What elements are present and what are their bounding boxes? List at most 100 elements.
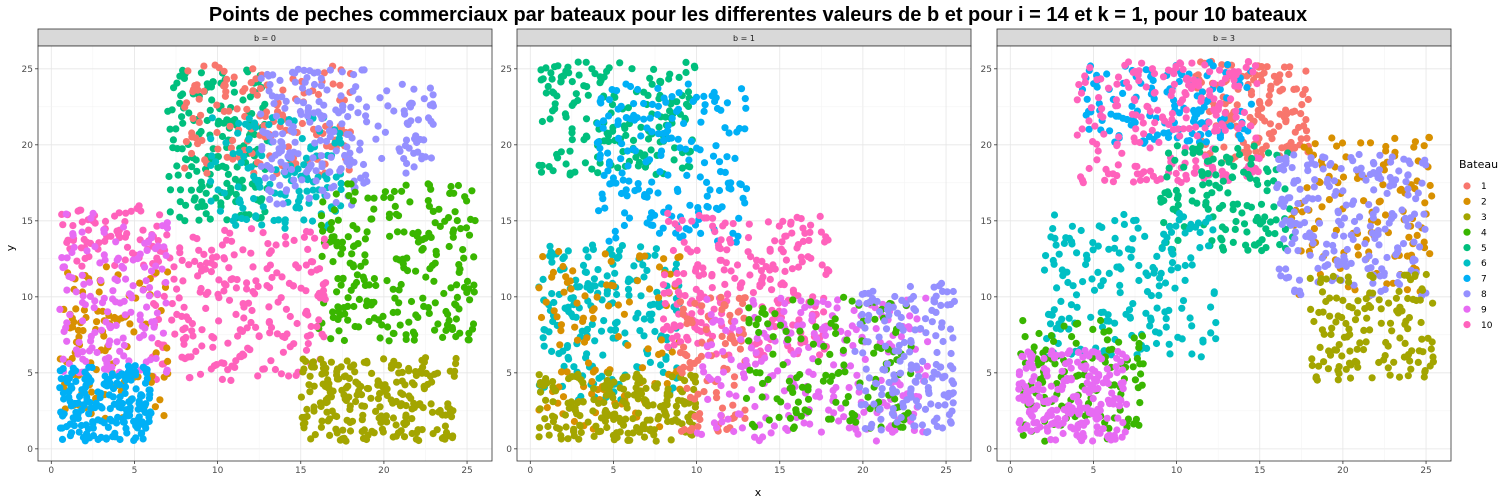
point-bateau-4 [470, 288, 478, 296]
point-bateau-8 [1310, 183, 1318, 191]
point-bateau-3 [317, 355, 325, 363]
point-bateau-4 [357, 262, 365, 270]
point-bateau-6 [212, 158, 220, 166]
point-bateau-5 [1255, 239, 1263, 247]
point-bateau-10 [227, 276, 235, 284]
point-bateau-10 [266, 261, 274, 269]
point-bateau-8 [414, 148, 422, 156]
point-bateau-10 [731, 274, 739, 282]
point-bateau-3 [400, 433, 409, 441]
point-bateau-10 [1093, 156, 1101, 164]
point-bateau-10 [272, 241, 280, 249]
point-bateau-6 [607, 245, 615, 253]
point-bateau-6 [1156, 274, 1164, 282]
point-bateau-5 [666, 107, 674, 115]
point-bateau-8 [1339, 187, 1347, 195]
point-bateau-3 [600, 382, 608, 390]
point-bateau-8 [337, 92, 345, 100]
point-bateau-1 [680, 363, 688, 371]
point-bateau-8 [332, 147, 340, 155]
point-bateau-4 [384, 323, 392, 331]
point-bateau-6 [1153, 252, 1161, 260]
point-bateau-10 [84, 226, 93, 234]
point-bateau-6 [1099, 277, 1107, 285]
point-bateau-10 [1168, 115, 1176, 124]
point-bateau-8 [320, 101, 328, 109]
point-bateau-9 [104, 308, 112, 316]
point-bateau-10 [208, 333, 216, 341]
point-bateau-10 [1195, 82, 1203, 90]
point-bateau-10 [1188, 59, 1196, 67]
point-bateau-10 [266, 329, 274, 337]
point-bateau-7 [634, 180, 642, 188]
point-bateau-2 [636, 252, 644, 260]
point-bateau-7 [657, 151, 665, 159]
point-bateau-3 [1338, 352, 1346, 360]
point-bateau-5 [1263, 187, 1271, 195]
point-bateau-6 [1152, 339, 1161, 348]
point-bateau-2 [581, 292, 589, 300]
point-bateau-6 [214, 186, 222, 194]
point-bateau-10 [687, 248, 695, 256]
point-bateau-5 [1247, 160, 1255, 168]
point-bateau-10 [699, 270, 708, 278]
point-bateau-10 [304, 340, 312, 348]
point-bateau-5 [564, 63, 572, 71]
point-bateau-3 [339, 426, 347, 434]
point-bateau-10 [115, 209, 123, 217]
point-bateau-1 [686, 364, 694, 372]
point-bateau-10 [153, 222, 161, 230]
point-bateau-5 [1281, 185, 1289, 193]
point-bateau-7 [742, 185, 751, 193]
point-bateau-9 [111, 275, 119, 283]
point-bateau-3 [308, 362, 316, 371]
point-bateau-5 [1160, 197, 1168, 205]
point-bateau-9 [714, 375, 722, 383]
point-bateau-10 [766, 247, 774, 255]
point-bateau-9 [85, 278, 94, 286]
point-bateau-8 [932, 332, 940, 340]
point-bateau-3 [557, 432, 565, 440]
point-bateau-10 [181, 355, 189, 363]
point-bateau-8 [897, 313, 905, 322]
point-bateau-7 [611, 227, 619, 235]
y-tick-label: 10 [22, 293, 34, 303]
point-bateau-6 [1115, 263, 1123, 271]
point-bateau-4 [387, 194, 395, 202]
point-bateau-8 [310, 80, 319, 89]
point-bateau-5 [1198, 168, 1206, 176]
point-bateau-10 [286, 312, 294, 321]
point-bateau-3 [311, 431, 319, 439]
point-bateau-3 [306, 372, 314, 380]
point-bateau-3 [1327, 330, 1335, 339]
point-bateau-2 [614, 301, 623, 309]
point-bateau-7 [1202, 138, 1210, 146]
point-bateau-5 [169, 136, 177, 144]
point-bateau-2 [79, 327, 87, 335]
point-bateau-8 [310, 69, 318, 77]
point-bateau-7 [703, 178, 711, 186]
point-bateau-3 [327, 393, 335, 401]
point-bateau-8 [259, 127, 267, 135]
point-bateau-8 [1395, 167, 1403, 175]
point-bateau-5 [209, 78, 217, 86]
point-bateau-4 [469, 320, 478, 328]
point-bateau-8 [1334, 261, 1342, 269]
point-bateau-8 [1402, 178, 1410, 186]
point-bateau-10 [1212, 111, 1220, 119]
point-bateau-8 [258, 146, 266, 154]
point-bateau-2 [584, 359, 593, 367]
point-bateau-10 [1216, 66, 1224, 74]
point-bateau-1 [1285, 70, 1293, 78]
point-bateau-9 [69, 231, 77, 239]
point-bateau-9 [163, 224, 171, 232]
point-bateau-10 [239, 350, 247, 358]
point-bateau-1 [213, 101, 221, 109]
point-bateau-10 [83, 238, 91, 246]
point-bateau-8 [877, 426, 885, 434]
point-bateau-4 [456, 265, 464, 273]
point-bateau-8 [300, 66, 308, 74]
point-bateau-10 [265, 303, 273, 311]
point-bateau-10 [1073, 131, 1081, 139]
